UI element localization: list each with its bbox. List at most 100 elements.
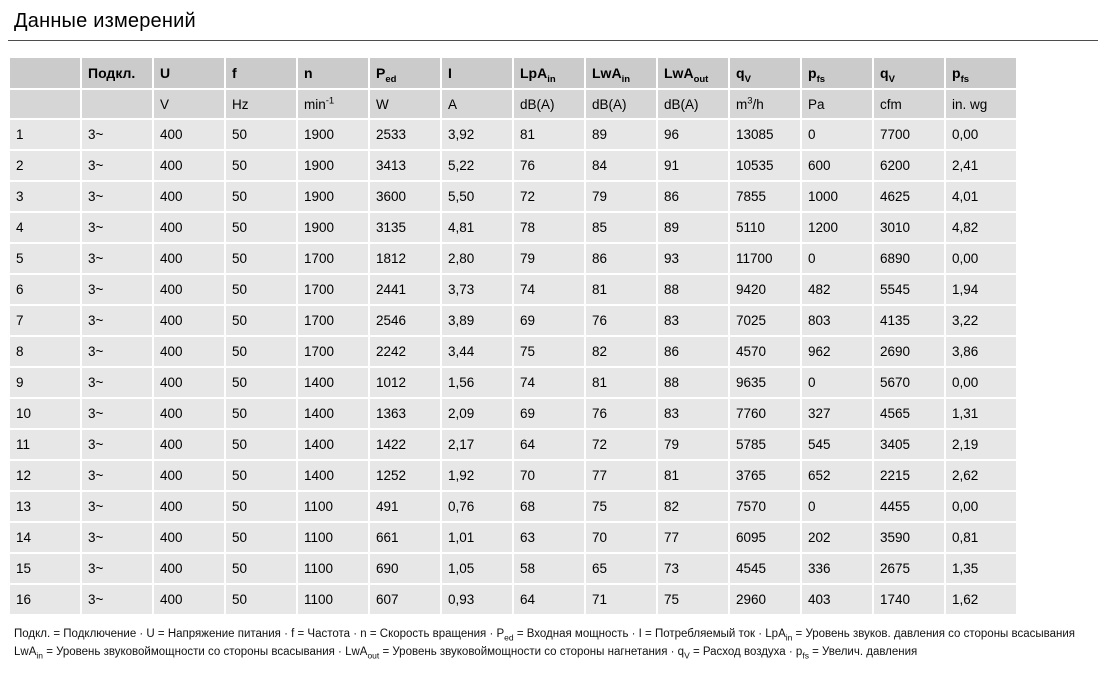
row-index-cell: 14 — [10, 523, 80, 552]
data-cell: 50 — [226, 120, 296, 149]
data-cell: 1012 — [370, 368, 440, 397]
header-label: q — [736, 65, 745, 81]
table-row: 9 3~ 400 50 1400 1012 1,56 74 81 88 9635 0 5670 0,00 — [10, 368, 1016, 397]
data-cell: 1100 — [298, 492, 368, 521]
data-cell: 6200 — [874, 151, 944, 180]
data-cell: 3,44 — [442, 337, 512, 366]
data-cell: 1100 — [298, 554, 368, 583]
data-cell: 491 — [370, 492, 440, 521]
data-cell: 1,94 — [946, 275, 1016, 304]
data-cell: 68 — [514, 492, 584, 521]
data-cell: 690 — [370, 554, 440, 583]
data-cell: 3~ — [82, 244, 152, 273]
column-header-unit-11: Pa — [802, 90, 872, 118]
column-header-symbol-2: U — [154, 58, 224, 88]
header-label: m — [736, 96, 748, 112]
column-header-unit-5: W — [370, 90, 440, 118]
column-header-symbol-5: Ped — [370, 58, 440, 88]
row-index-cell: 11 — [10, 430, 80, 459]
data-cell: 1900 — [298, 182, 368, 211]
header-label: A — [448, 96, 458, 112]
data-cell: 76 — [586, 306, 656, 335]
data-cell: 89 — [586, 120, 656, 149]
data-cell: 1252 — [370, 461, 440, 490]
data-cell: 73 — [658, 554, 728, 583]
header-label: f — [232, 65, 237, 81]
column-header-symbol-1: Подкл. — [82, 58, 152, 88]
header-label: p — [808, 65, 817, 81]
table-row: 6 3~ 400 50 1700 2441 3,73 74 81 88 9420 482 5545 1,9… — [10, 275, 1016, 304]
data-cell: 75 — [658, 585, 728, 614]
data-cell: 400 — [154, 430, 224, 459]
data-cell: 96 — [658, 120, 728, 149]
data-cell: 1812 — [370, 244, 440, 273]
data-cell: 0,00 — [946, 368, 1016, 397]
data-cell: 50 — [226, 275, 296, 304]
data-cell: 962 — [802, 337, 872, 366]
header-subscript: out — [693, 73, 709, 85]
data-cell: 0 — [802, 120, 872, 149]
header-label: W — [376, 96, 389, 112]
data-cell: 50 — [226, 399, 296, 428]
data-cell: 5670 — [874, 368, 944, 397]
header-label: I — [448, 65, 452, 81]
data-cell: 3~ — [82, 151, 152, 180]
data-cell: 3~ — [82, 213, 152, 242]
data-cell: 3~ — [82, 492, 152, 521]
data-cell: 202 — [802, 523, 872, 552]
data-cell: 79 — [586, 182, 656, 211]
table-row: 12 3~ 400 50 1400 1252 1,92 70 77 81 3765 652 2215 2,… — [10, 461, 1016, 490]
footnote-text: = Входная мощность · I = Потребляемый то… — [513, 628, 786, 640]
data-cell: 3,86 — [946, 337, 1016, 366]
row-index-cell: 12 — [10, 461, 80, 490]
data-cell: 91 — [658, 151, 728, 180]
data-cell: 3~ — [82, 120, 152, 149]
data-cell: 400 — [154, 182, 224, 211]
data-cell: 400 — [154, 151, 224, 180]
table-body: 1 3~ 400 50 1900 2533 3,92 81 89 96 13085 0 7700 0,00… — [10, 120, 1016, 614]
data-cell: 88 — [658, 368, 728, 397]
header-label: dB(A) — [520, 96, 555, 112]
data-cell: 79 — [514, 244, 584, 273]
data-cell: 71 — [586, 585, 656, 614]
header-superscript: 3 — [747, 95, 753, 106]
data-cell: 70 — [514, 461, 584, 490]
header-label: min — [304, 96, 326, 112]
data-cell: 3413 — [370, 151, 440, 180]
data-cell: 83 — [658, 399, 728, 428]
header-label: cfm — [880, 96, 902, 112]
data-cell: 545 — [802, 430, 872, 459]
footnote-subscript: in — [36, 650, 43, 661]
data-cell: 3~ — [82, 337, 152, 366]
data-cell: 3135 — [370, 213, 440, 242]
data-cell: 3~ — [82, 430, 152, 459]
data-cell: 3765 — [730, 461, 800, 490]
data-cell: 4135 — [874, 306, 944, 335]
data-cell: 7570 — [730, 492, 800, 521]
data-cell: 400 — [154, 337, 224, 366]
table-row: 3 3~ 400 50 1900 3600 5,50 72 79 86 7855 1000 4625 4,… — [10, 182, 1016, 211]
header-label: LpA — [520, 65, 548, 81]
data-cell: 1,92 — [442, 461, 512, 490]
data-cell: 74 — [514, 368, 584, 397]
table-row: 1 3~ 400 50 1900 2533 3,92 81 89 96 13085 0 7700 0,00 — [10, 120, 1016, 149]
data-cell: 3~ — [82, 182, 152, 211]
data-cell: 86 — [658, 182, 728, 211]
data-cell: 76 — [586, 399, 656, 428]
data-cell: 400 — [154, 523, 224, 552]
header-subscript: V — [888, 73, 895, 85]
data-cell: 4455 — [874, 492, 944, 521]
column-header-symbol-6: I — [442, 58, 512, 88]
data-cell: 7760 — [730, 399, 800, 428]
header-subscript: in — [621, 73, 631, 85]
data-cell: 3~ — [82, 368, 152, 397]
row-index-cell: 5 — [10, 244, 80, 273]
column-header-symbol-12: qV — [874, 58, 944, 88]
header-label: Pa — [808, 96, 825, 112]
data-cell: 83 — [658, 306, 728, 335]
header-label-suffix: /h — [752, 96, 764, 112]
data-cell: 400 — [154, 244, 224, 273]
column-header-unit-3: Hz — [226, 90, 296, 118]
data-cell: 0 — [802, 492, 872, 521]
data-cell: 7700 — [874, 120, 944, 149]
